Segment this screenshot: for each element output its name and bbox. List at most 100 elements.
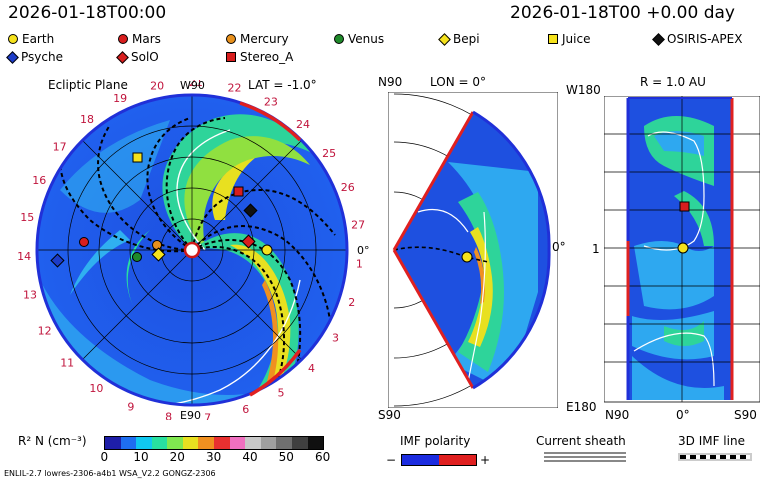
legend-item-bepi: Bepi bbox=[438, 32, 480, 46]
legend-item-label: OSIRIS-APEX bbox=[667, 32, 743, 46]
colorbar-segment bbox=[136, 437, 152, 449]
radial-plot bbox=[604, 96, 760, 403]
legend-item-psyche: Psyche bbox=[6, 50, 63, 64]
juice-marker bbox=[132, 152, 143, 163]
datetime-left: 2026-01-18T00:00 bbox=[8, 3, 167, 23]
meridional-bottom-label: S90 bbox=[378, 408, 401, 422]
carrington-tick-label: 13 bbox=[23, 288, 37, 301]
imf-minus-label: − bbox=[386, 453, 397, 467]
meridional-plot bbox=[388, 92, 558, 408]
carrington-tick-label: 18 bbox=[80, 113, 94, 126]
carrington-tick-label: 4 bbox=[308, 362, 315, 375]
circle-marker-icon bbox=[334, 34, 344, 44]
colorbar-segment bbox=[260, 437, 277, 449]
carrington-tick-label: 25 bbox=[322, 147, 336, 160]
meridional-right-label: 0° bbox=[552, 240, 566, 254]
circle-marker-icon bbox=[118, 34, 128, 44]
diamond-marker-icon bbox=[652, 32, 665, 46]
colorbar-tick-label: 40 bbox=[242, 450, 258, 464]
carrington-tick-label: 8 bbox=[165, 410, 172, 420]
stereo-a-marker-radial bbox=[679, 201, 690, 212]
model-version-footer: ENLIL-2.7 lowres-2306-a4b1 WSA_V2.2 GONG… bbox=[4, 469, 216, 478]
datetime-right: 2026-01-18T00 +0.00 day bbox=[510, 3, 735, 23]
carrington-tick-label: 19 bbox=[113, 92, 127, 105]
diamond-marker-icon bbox=[6, 50, 19, 64]
carrington-tick-label: 12 bbox=[38, 325, 52, 338]
colorbar-segment bbox=[245, 437, 261, 449]
colorbar-segment bbox=[105, 437, 121, 449]
carrington-tick-label: 23 bbox=[264, 96, 278, 109]
imf-polarity-label: IMF polarity bbox=[400, 434, 471, 448]
psyche-marker bbox=[50, 253, 65, 268]
mercury-marker bbox=[152, 240, 162, 250]
legend-item-stereo-a: Stereo_A bbox=[226, 50, 293, 64]
meridional-lon-label: LON = 0° bbox=[430, 75, 486, 89]
bepi-marker bbox=[151, 247, 166, 262]
venus-marker bbox=[132, 252, 142, 262]
colorbar-segment bbox=[198, 437, 215, 449]
carrington-tick-label: 24 bbox=[296, 118, 310, 131]
colorbar-segment bbox=[151, 437, 168, 449]
legend-item-solo: SolO bbox=[116, 50, 159, 64]
colorbar-segment bbox=[214, 437, 230, 449]
legend-item-label: Juice bbox=[562, 32, 591, 46]
colorbar-segment bbox=[120, 437, 137, 449]
stereo-a-marker bbox=[233, 186, 244, 197]
colorbar-tick-label: 10 bbox=[133, 450, 149, 464]
carrington-tick-label: 6 bbox=[242, 403, 249, 416]
carrington-tick-label: 21 bbox=[189, 80, 203, 89]
circle-marker-icon bbox=[226, 34, 236, 44]
colorbar-segment bbox=[229, 437, 246, 449]
legend-item-venus: Venus bbox=[334, 32, 384, 46]
carrington-tick-label: 26 bbox=[341, 181, 355, 194]
legend-item-mercury: Mercury bbox=[226, 32, 289, 46]
circle-marker-icon bbox=[8, 34, 18, 44]
colorbar-tick-label: 0 bbox=[100, 450, 109, 464]
carrington-tick-label: 1 bbox=[356, 258, 363, 271]
carrington-tick-label: 11 bbox=[60, 356, 74, 369]
colorbar-segment bbox=[276, 437, 292, 449]
legend-item-label: Psyche bbox=[21, 50, 63, 64]
density-colorbar bbox=[104, 436, 324, 450]
colorbar-tick-label: 60 bbox=[315, 450, 331, 464]
imf-plus-label: + bbox=[480, 453, 491, 467]
carrington-tick-label: 3 bbox=[332, 331, 339, 344]
carrington-tick-label: 15 bbox=[20, 211, 34, 224]
colorbar-segment bbox=[167, 437, 183, 449]
carrington-tick-label: 10 bbox=[89, 382, 103, 395]
colorbar-segment bbox=[291, 437, 308, 449]
sun-icon bbox=[183, 241, 201, 259]
legend-item-label: Mercury bbox=[240, 32, 289, 46]
legend-item-label: Stereo_A bbox=[240, 50, 294, 64]
diamond-marker-icon bbox=[116, 50, 129, 64]
radial-title: R = 1.0 AU bbox=[640, 75, 706, 89]
imf-line-swatch bbox=[678, 453, 752, 461]
legend-item-juice: Juice bbox=[548, 32, 590, 46]
imf-line-label: 3D IMF line bbox=[678, 434, 745, 448]
earth-marker-radial bbox=[677, 242, 689, 254]
carrington-tick-label: 27 bbox=[351, 219, 365, 232]
carrington-tick-label: 17 bbox=[53, 141, 67, 154]
carrington-tick-label: 16 bbox=[32, 174, 46, 187]
colorbar-tick-label: 50 bbox=[278, 450, 294, 464]
solo-marker bbox=[241, 234, 256, 249]
imf-polarity-bar bbox=[401, 454, 477, 466]
colorbar-label: R² N (cm⁻³) bbox=[18, 434, 87, 448]
radial-x-label-0: 0° bbox=[676, 408, 690, 422]
radial-top-left-label: W180 bbox=[566, 83, 601, 97]
legend-item-mars: Mars bbox=[118, 32, 161, 46]
meridional-top-label: N90 bbox=[378, 75, 403, 89]
legend-item-label: Bepi bbox=[453, 32, 480, 46]
radial-x-label-n90: N90 bbox=[605, 408, 630, 422]
diamond-marker-icon bbox=[438, 32, 451, 46]
legend-item-osiris-apex: OSIRIS-APEX bbox=[652, 32, 743, 46]
radial-x-label-s90: S90 bbox=[734, 408, 757, 422]
ecliptic-bottom-label: E90 bbox=[180, 409, 201, 420]
colorbar-tick-label: 30 bbox=[206, 450, 222, 464]
ecliptic-top-label: W90 bbox=[180, 80, 205, 92]
legend-item-label: Earth bbox=[22, 32, 55, 46]
colorbar-segment bbox=[182, 437, 199, 449]
carrington-tick-label: 5 bbox=[278, 387, 285, 400]
legend-item-earth: Earth bbox=[8, 32, 54, 46]
